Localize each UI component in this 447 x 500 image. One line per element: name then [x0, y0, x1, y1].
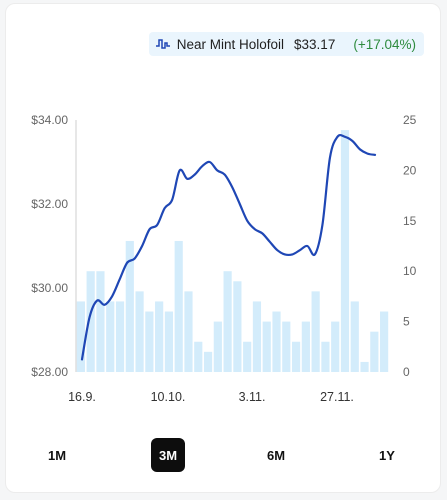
- legend-chip-near-mint-holofoil[interactable]: Near Mint Holofoil $33.17 (+17.04%): [148, 32, 424, 56]
- right-axis-tick-label: 0: [403, 365, 410, 379]
- x-axis-tick-label: 3.11.: [239, 390, 266, 404]
- price-chart: $28.00 $30.00 $32.00 $34.00 0 5 10 15 20 25 16.9. 1…: [31, 113, 417, 404]
- volume-bar: [311, 291, 320, 372]
- legend-price-change: (+17.04%): [353, 36, 416, 52]
- left-axis-tick-label: $32.00: [31, 197, 68, 211]
- volume-bar: [125, 240, 134, 372]
- right-axis-tick-label: 20: [403, 163, 417, 177]
- volume-bar: [350, 301, 359, 372]
- right-axis-tick-label: 5: [403, 315, 410, 329]
- volume-bar: [96, 271, 105, 372]
- volume-bar: [164, 311, 174, 372]
- x-axis-tick-label: 10.10.: [151, 390, 186, 404]
- volume-bar: [370, 331, 379, 372]
- volume-bar: [145, 311, 154, 372]
- right-axis-tick-label: 10: [403, 264, 417, 278]
- volume-bar: [194, 341, 203, 372]
- right-axis-tick-label: 15: [403, 214, 417, 228]
- volume-bar: [331, 321, 340, 372]
- volume-bar: [213, 321, 222, 372]
- volume-bar: [360, 361, 369, 372]
- legend-series-name: Near Mint Holofoil: [176, 36, 285, 52]
- volume-bar: [291, 341, 301, 372]
- range-tab-1y[interactable]: 1Y: [379, 447, 395, 463]
- volume-bar: [380, 311, 389, 372]
- x-axis-tick-label: 16.9.: [68, 390, 96, 404]
- right-axis-tick-label: 25: [403, 113, 417, 127]
- x-axis-tick-label: 27.11.: [320, 390, 354, 404]
- volume-bar: [86, 271, 95, 372]
- range-tab-6m[interactable]: 6M: [267, 447, 286, 463]
- volume-bar: [174, 240, 183, 372]
- price-line-series: [80, 133, 377, 361]
- left-axis-tick-label: $28.00: [31, 365, 68, 379]
- volume-bar: [262, 321, 271, 372]
- legend-current-price: $33.17: [294, 36, 336, 52]
- left-axis-tick-label: $34.00: [31, 113, 68, 127]
- volume-bar: [223, 271, 232, 372]
- volume-bar: [115, 301, 125, 372]
- chart-legend: Near Mint Holofoil $33.17 (+17.04%): [6, 30, 440, 58]
- left-axis-tick-label: $30.00: [31, 281, 68, 295]
- volume-bar: [243, 341, 252, 372]
- volume-bar: [252, 301, 262, 372]
- range-tabs: 1M 3M 6M 1Y: [0, 438, 447, 474]
- volume-bar: [76, 301, 85, 372]
- price-chart-card: Near Mint Holofoil $33.17 (+17.04%): [5, 3, 441, 493]
- volume-bar: [340, 130, 350, 372]
- volume-bar: [233, 281, 242, 372]
- volume-bar: [321, 341, 330, 372]
- volume-bar: [135, 291, 144, 372]
- volume-bar: [106, 301, 115, 372]
- volume-bar: [184, 291, 193, 372]
- volume-bar: [155, 301, 164, 372]
- volume-bar: [203, 351, 213, 372]
- volume-bar: [282, 321, 291, 372]
- range-tab-1m[interactable]: 1M: [48, 447, 67, 463]
- volume-bar: [301, 321, 310, 372]
- range-tab-3m[interactable]: 3M: [151, 438, 186, 472]
- price-line-icon: [155, 37, 171, 51]
- volume-bar: [272, 311, 281, 372]
